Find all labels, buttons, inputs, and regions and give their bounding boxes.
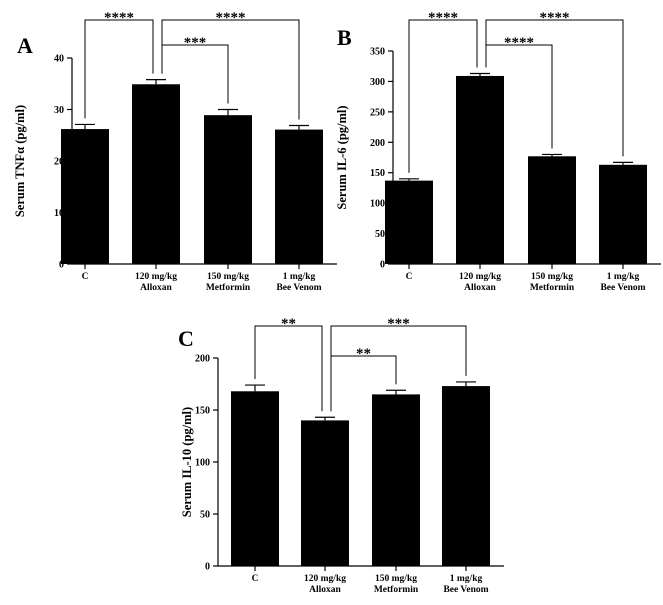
category-label: Alloxan xyxy=(464,283,496,293)
bar xyxy=(599,164,647,264)
y-tick-label: 0 xyxy=(59,260,64,271)
panel-letter: C xyxy=(178,326,194,351)
category-label: 1 mg/kg xyxy=(607,272,640,282)
category-label: 150 mg/kg xyxy=(207,272,249,282)
significance-bracket xyxy=(254,325,323,412)
significance-label: **** xyxy=(216,10,246,26)
bar xyxy=(275,129,323,264)
bar xyxy=(132,84,180,264)
y-tick-label: 150 xyxy=(195,406,210,417)
bar xyxy=(442,386,490,566)
significance-bracket xyxy=(161,19,300,120)
y-tick-label: 250 xyxy=(370,107,385,118)
significance-label: **** xyxy=(504,35,534,51)
category-label: Bee Venom xyxy=(276,283,321,293)
bar xyxy=(372,394,420,566)
category-label: Metformin xyxy=(374,585,419,595)
bar xyxy=(301,420,349,566)
y-tick-label: 150 xyxy=(370,168,385,179)
significance-label: **** xyxy=(540,10,570,26)
significance-bracket xyxy=(408,19,478,173)
y-tick-label: 0 xyxy=(380,260,385,271)
category-label: 120 mg/kg xyxy=(459,272,501,282)
category-label: Bee Venom xyxy=(443,585,488,595)
y-axis-label: Serum TNFα (pg/ml) xyxy=(13,105,27,217)
category-label: Metformin xyxy=(206,283,251,293)
category-label: 120 mg/kg xyxy=(304,574,346,584)
y-tick-label: 350 xyxy=(370,47,385,58)
category-label: Alloxan xyxy=(309,585,341,595)
bar xyxy=(456,75,504,264)
y-tick-label: 200 xyxy=(195,354,210,365)
panel-c: C 0 50 100 150 200 Serum IL-10 (pg/ml) C 120 mg/… xyxy=(178,316,504,595)
significance-label: **** xyxy=(428,10,458,26)
significance-label: ** xyxy=(281,316,296,332)
significance-label: ** xyxy=(356,346,371,362)
category-label: Bee Venom xyxy=(600,283,645,293)
panel-b: B 0 50 100 150 200 250 300 350 Serum IL-6 (pg/ml)… xyxy=(335,10,661,293)
y-tick-label: 100 xyxy=(195,458,210,469)
y-tick-label: 200 xyxy=(370,138,385,149)
panel-letter: B xyxy=(337,25,352,50)
panel-a: A 0 10 20 30 40 Serum TNFα (pg/ml) C 120 mg/kgAl… xyxy=(13,10,337,293)
y-tick-label: 50 xyxy=(375,229,385,240)
category-label: C xyxy=(252,574,259,584)
y-tick-label: 20 xyxy=(54,157,64,168)
significance-label: *** xyxy=(387,316,410,332)
significance-label: *** xyxy=(184,35,207,51)
significance-bracket xyxy=(330,325,467,412)
bar xyxy=(61,129,109,264)
category-label: 1 mg/kg xyxy=(283,272,316,282)
bar xyxy=(385,180,433,264)
y-tick-label: 40 xyxy=(54,54,64,65)
bar xyxy=(204,115,252,264)
significance-bracket xyxy=(84,19,154,119)
panel-letter: A xyxy=(17,33,33,58)
category-label: C xyxy=(82,272,89,282)
category-label: 120 mg/kg xyxy=(135,272,177,282)
significance-label: **** xyxy=(104,10,134,26)
category-label: 150 mg/kg xyxy=(531,272,573,282)
y-tick-label: 50 xyxy=(200,510,210,521)
y-tick-label: 0 xyxy=(205,562,210,573)
category-label: Metformin xyxy=(530,283,575,293)
y-tick-label: 300 xyxy=(370,77,385,88)
category-label: 1 mg/kg xyxy=(450,574,483,584)
y-tick-label: 10 xyxy=(54,208,64,219)
y-tick-label: 30 xyxy=(54,105,64,116)
y-axis-label: Serum IL-10 (pg/ml) xyxy=(180,407,194,517)
y-axis-label: Serum IL-6 (pg/ml) xyxy=(335,105,349,209)
category-label: Alloxan xyxy=(140,283,172,293)
y-tick-label: 100 xyxy=(370,199,385,210)
category-label: C xyxy=(406,272,413,282)
significance-bracket xyxy=(485,19,624,157)
category-label: 150 mg/kg xyxy=(375,574,417,584)
bar xyxy=(231,391,279,566)
bar xyxy=(528,156,576,264)
